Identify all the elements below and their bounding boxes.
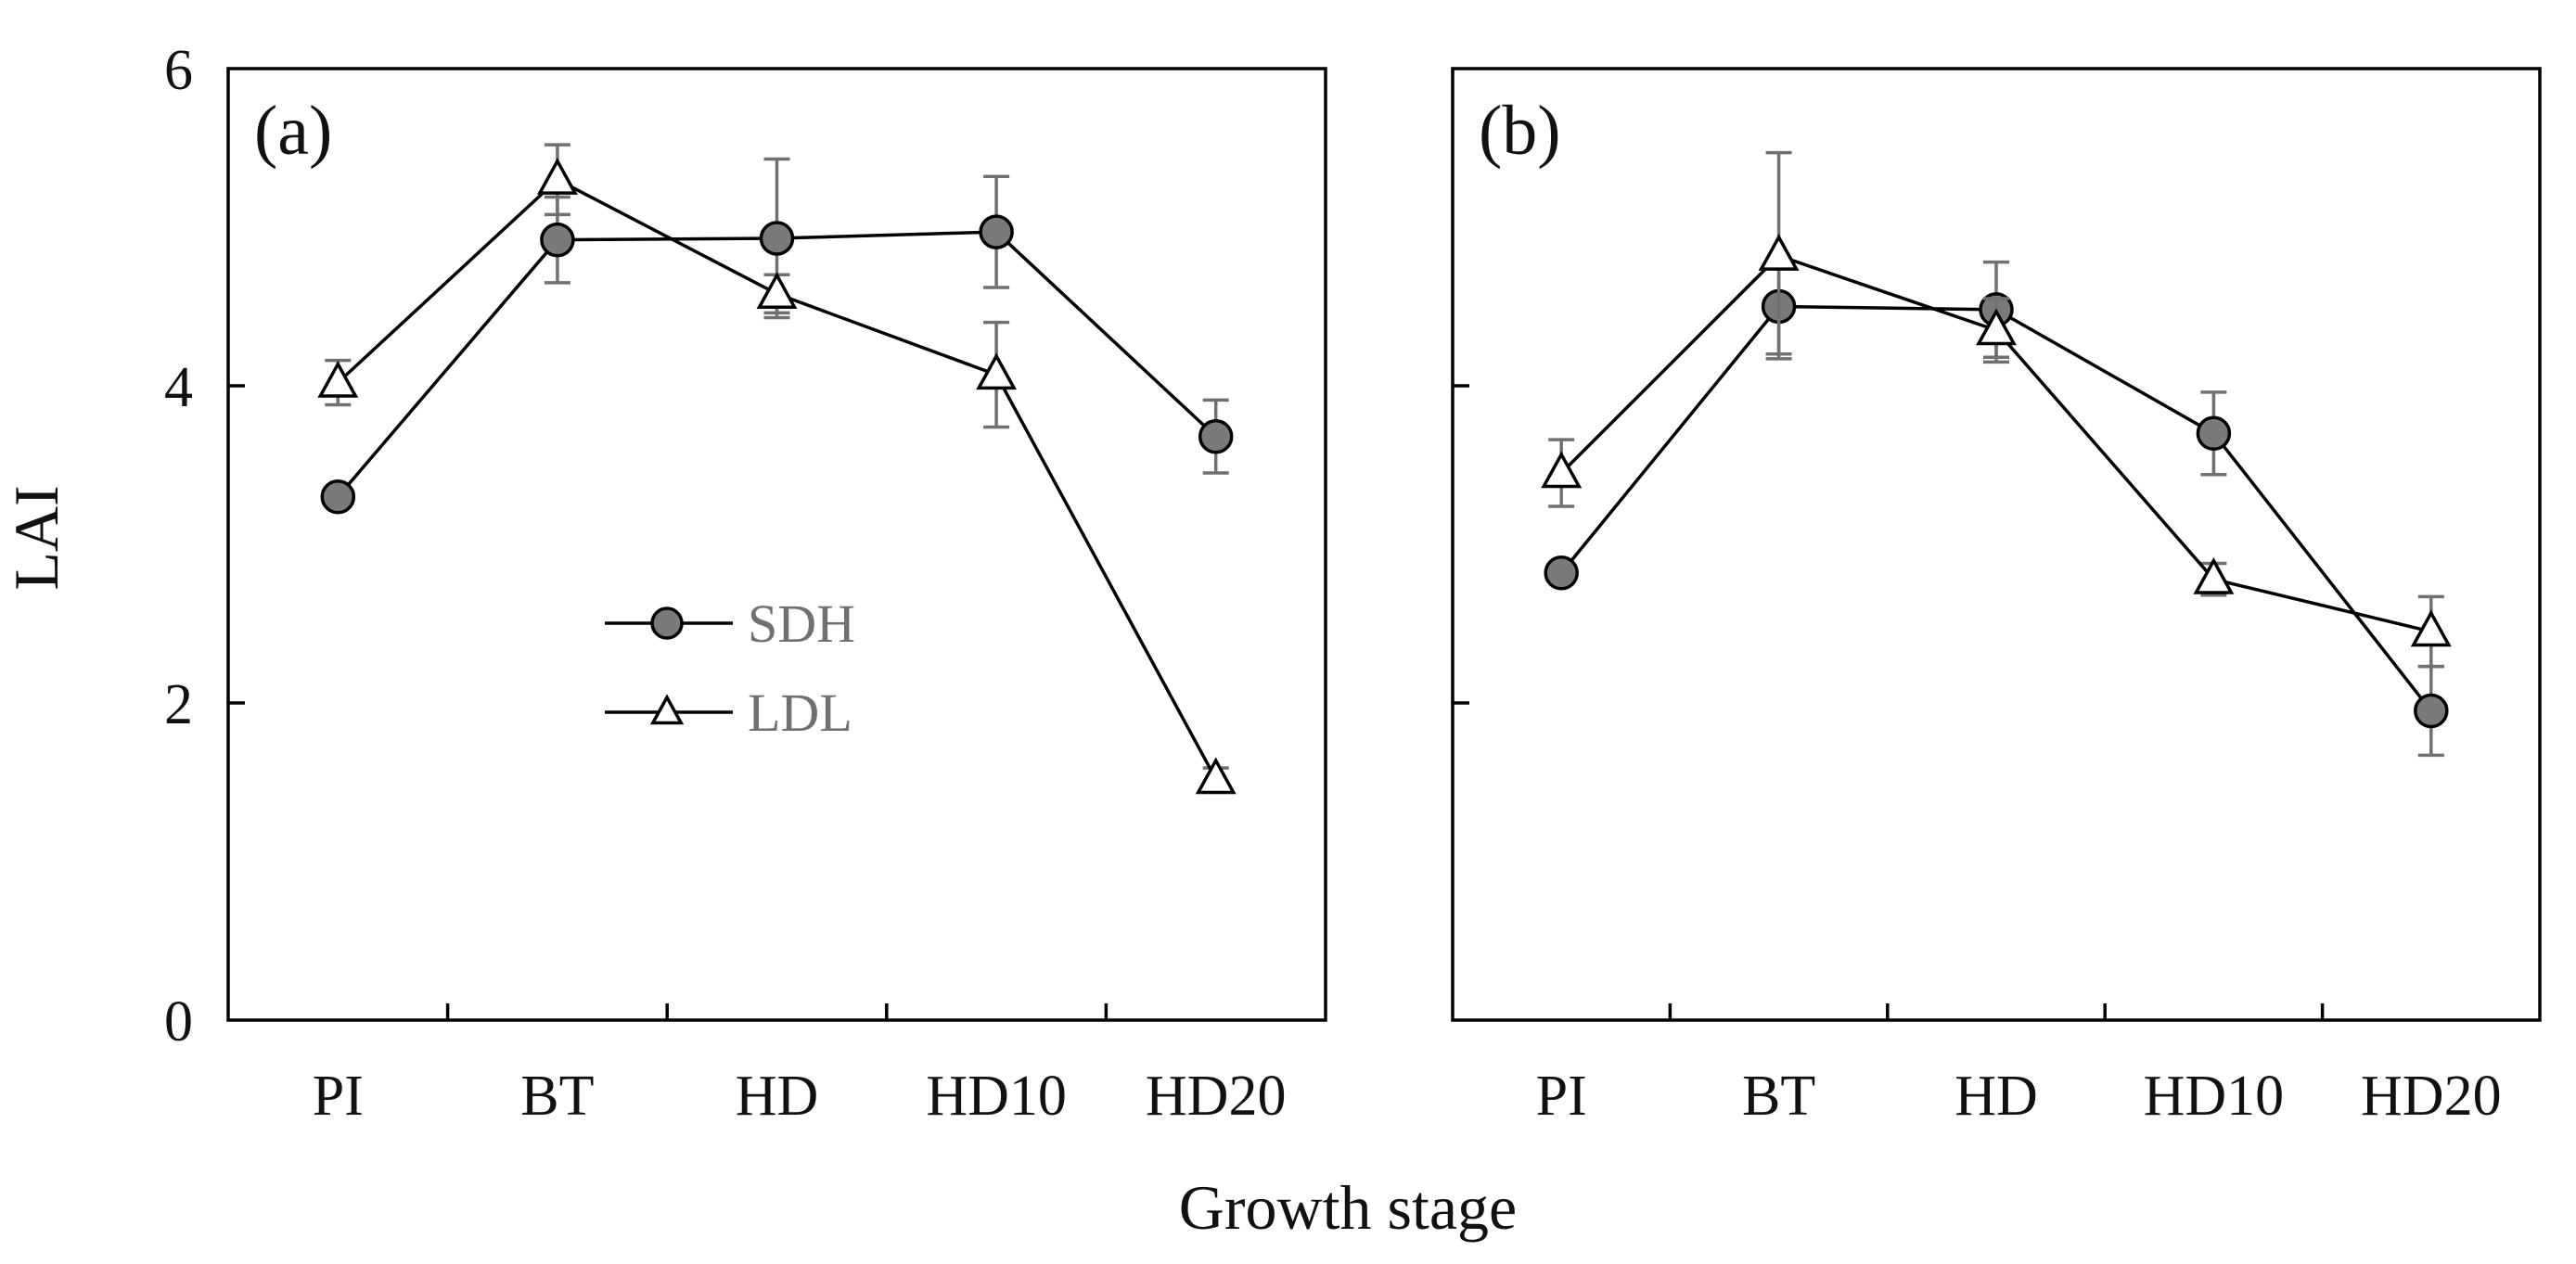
data-point-circle	[1198, 418, 1234, 454]
series-ldl	[1541, 150, 2452, 669]
x-tick-label: BT	[520, 1065, 594, 1128]
data-point-triangle	[976, 352, 1018, 390]
data-point-circle	[320, 479, 356, 515]
data-point-circle	[2196, 415, 2232, 452]
data-point-circle	[1544, 555, 1579, 591]
legend-marker-circle	[650, 606, 684, 640]
data-point-triangle	[317, 360, 359, 398]
y-tick-label: 6	[164, 39, 193, 102]
x-axis-label: Growth stage	[1179, 1172, 1517, 1243]
x-tick-label: HD	[736, 1065, 819, 1128]
series-sdh	[320, 157, 1234, 515]
panel-label: (a)	[254, 92, 332, 170]
data-point-circle	[540, 222, 575, 258]
y-tick-label: 0	[164, 990, 193, 1053]
x-tick-label: PI	[313, 1065, 364, 1128]
legend-entry-sdh: SDH	[605, 594, 855, 654]
data-point-triangle	[1195, 757, 1237, 795]
x-tick-label: HD20	[1146, 1065, 1287, 1128]
legend-label: LDL	[748, 683, 852, 743]
plot-frame	[226, 67, 1327, 1022]
panel-b: PI BT HD HD10 HD20 (b)	[1451, 67, 2542, 1128]
legend-marker-triangle	[649, 694, 685, 725]
data-point-triangle	[756, 272, 798, 309]
panel-a: 0 2 4 6 PI BT HD HD10 HD20 (a)	[164, 39, 1327, 1128]
data-point-triangle	[1758, 234, 1800, 271]
data-point-triangle	[2193, 557, 2235, 594]
data-point-triangle	[536, 158, 578, 195]
data-point-circle	[979, 214, 1014, 249]
x-tick-label: HD	[1954, 1065, 2038, 1128]
data-point-triangle	[1976, 308, 2017, 346]
x-tick-label: HD10	[926, 1065, 1067, 1128]
data-point-triangle	[1541, 451, 1583, 489]
legend-entry-ldl: LDL	[605, 683, 852, 743]
data-point-circle	[2414, 693, 2449, 729]
legend: SDH LDL	[605, 594, 855, 743]
x-tick-label: PI	[1536, 1065, 1587, 1128]
y-tick-label: 2	[164, 673, 193, 736]
data-point-circle	[759, 221, 795, 256]
x-tick-label: BT	[1742, 1065, 1815, 1128]
series-line	[1559, 304, 2433, 712]
panel-label: (b)	[1479, 92, 1561, 170]
plot-frame	[1451, 67, 2542, 1022]
y-tick-label: 4	[164, 356, 193, 419]
legend-label: SDH	[748, 594, 855, 654]
y-axis-label: LAI	[1, 485, 71, 590]
x-tick-label: HD20	[2361, 1065, 2502, 1128]
x-tick-label: HD10	[2144, 1065, 2285, 1128]
data-point-triangle	[2410, 609, 2452, 647]
series-ldl	[317, 143, 1237, 795]
